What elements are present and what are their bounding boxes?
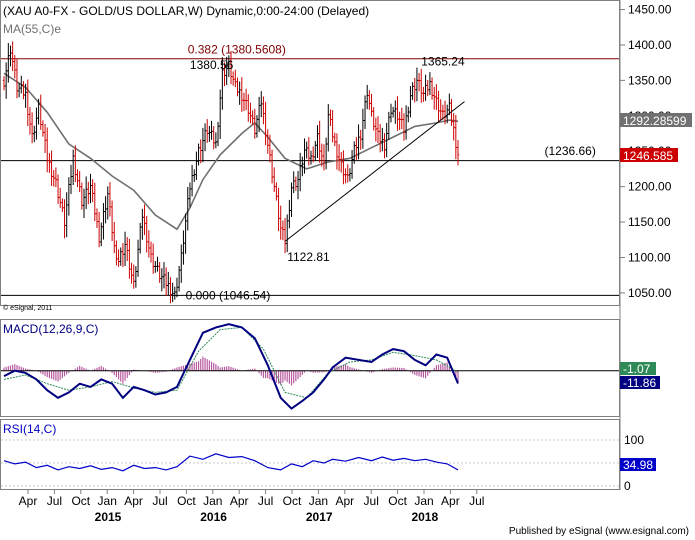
- month-label: Apr: [19, 494, 38, 508]
- macd-signal-line: [3, 326, 459, 399]
- price-tick-label: 1200.00: [628, 180, 672, 194]
- rsi-line: [3, 453, 459, 472]
- month-label: Jul: [258, 494, 273, 508]
- rsi-value-box: [620, 458, 656, 471]
- signal-value-box: [620, 376, 660, 389]
- price-annotation: 1380.56: [190, 58, 234, 72]
- last-price: 1246.585: [623, 149, 673, 163]
- copyright-text: © eSignal, 2011: [3, 304, 53, 312]
- macd-lines-group: [1, 323, 619, 410]
- price-annotation: 0.000 (1046.54): [186, 288, 271, 302]
- month-label: Jan: [98, 494, 117, 508]
- month-label: Oct: [283, 494, 302, 508]
- month-label: Jan: [203, 494, 222, 508]
- month-label: Jan: [309, 494, 328, 508]
- signal-value: -11.86: [623, 376, 656, 390]
- macd-value-box: [620, 362, 656, 375]
- rsi-value: 34.98: [623, 458, 653, 472]
- month-label: Apr: [230, 494, 249, 508]
- ma-value: 1292.28599: [623, 114, 687, 128]
- macd-line: [3, 323, 459, 410]
- price-annotation: 1122.81: [287, 250, 330, 264]
- year-label: 2018: [411, 510, 438, 524]
- macd-value: -1.07: [623, 362, 651, 376]
- price-tick-label: 1400.00: [628, 38, 672, 52]
- month-label: Jul: [47, 494, 62, 508]
- rsi-tick-label: 0: [624, 479, 631, 493]
- ma-line-group: [3, 72, 459, 231]
- rsi-tick-label: 100: [624, 433, 644, 447]
- month-label: Apr: [441, 494, 460, 508]
- time-axis: Apr Jul Oct Jan Apr Jul Oct Jan Apr Jul Oct Jan Apr J…: [19, 490, 484, 524]
- rsi-line-group: [3, 453, 459, 472]
- last-price-box: [620, 148, 678, 162]
- price-tick-label: 1450.00: [628, 3, 672, 17]
- trendline: [284, 101, 465, 242]
- rsi-label: RSI(14,C): [3, 422, 56, 436]
- month-label: Jan: [414, 494, 433, 508]
- price-axis-ticks: 1450.001400.001350.001300.001250.001200.…: [620, 3, 672, 300]
- price-tick-label: 1100.00: [628, 250, 671, 264]
- footer: Published by eSignal (www.esignal.com): [0, 524, 695, 540]
- ma-value-box: [620, 113, 692, 127]
- footer-credit: Published by eSignal (www.esignal.com): [508, 526, 689, 537]
- month-label: Apr: [124, 494, 143, 508]
- price-horizontal-lines: [1, 58, 619, 296]
- year-label: 2016: [200, 510, 227, 524]
- price-annotations: 0.382 (1380.5608) 1380.56 1365.24 (1236.66)…: [186, 42, 596, 302]
- macd-label: MACD(12,26,9,C): [3, 322, 98, 336]
- year-label: 2017: [306, 510, 333, 524]
- ma-line: [3, 72, 459, 231]
- price-annotation: 1365.24: [421, 55, 465, 69]
- ma-label: MA(55,C)e: [3, 22, 61, 36]
- trendline-group: [284, 101, 465, 242]
- rsi-panel-frame: [0, 419, 620, 490]
- price-bars-group: [2, 41, 460, 304]
- year-label: 2015: [95, 510, 122, 524]
- price-tick-label: 1150.00: [628, 215, 671, 229]
- month-label: Jul: [152, 494, 167, 508]
- month-label: Oct: [388, 494, 407, 508]
- month-label: Apr: [335, 494, 354, 508]
- price-annotation: (1236.66): [544, 144, 595, 158]
- price-annotation: 0.382 (1380.5608): [188, 42, 286, 56]
- month-label: Oct: [177, 494, 196, 508]
- month-label: Jul: [469, 494, 484, 508]
- price-tick-label: 1050.00: [628, 286, 672, 300]
- month-label: Jul: [364, 494, 379, 508]
- month-label: Oct: [71, 494, 90, 508]
- chart-title: (XAU A0-FX - GOLD/US DOLLAR,W) Dynamic,0…: [3, 4, 369, 18]
- price-tick-label: 1350.00: [628, 73, 672, 87]
